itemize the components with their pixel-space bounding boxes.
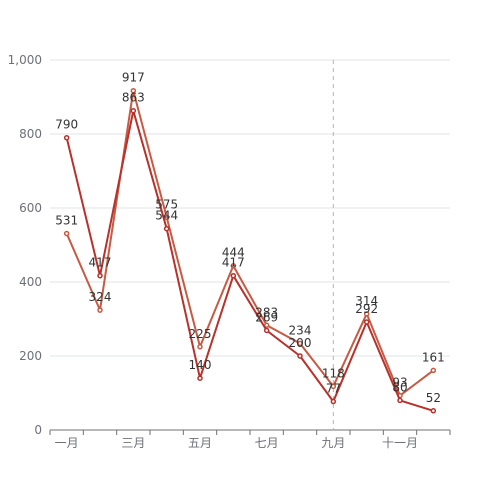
data-label: 200	[289, 336, 312, 350]
data-label: 292	[355, 302, 378, 316]
data-point	[163, 214, 170, 220]
data-point	[363, 311, 370, 317]
data-point	[97, 272, 103, 279]
data-point	[263, 327, 270, 334]
data-point	[330, 398, 337, 405]
data-label: 80	[392, 380, 407, 394]
data-label: 324	[89, 290, 112, 304]
x-tick-label: 十一月	[382, 436, 418, 450]
data-point	[130, 107, 137, 114]
data-label: 417	[222, 256, 245, 270]
series-layer	[63, 87, 437, 414]
data-label: 790	[55, 118, 78, 132]
data-label: 444	[222, 246, 245, 260]
data-label: 917	[122, 71, 145, 85]
data-point	[297, 353, 303, 359]
data-label: 52	[426, 391, 441, 405]
data-point	[63, 230, 70, 237]
data-point	[130, 87, 137, 94]
y-tick-label: 800	[19, 127, 42, 141]
data-label: 863	[122, 91, 145, 105]
data-label: 77	[326, 382, 341, 396]
data-point	[230, 262, 237, 269]
data-label: 269	[255, 310, 278, 324]
data-point	[163, 225, 170, 232]
y-tick-label: 0	[34, 423, 42, 437]
x-tick-label: 三月	[121, 436, 145, 450]
data-point	[297, 340, 303, 347]
series-line	[65, 89, 434, 397]
y-tick-label: 400	[19, 275, 42, 289]
x-tick-label: 一月	[55, 436, 79, 450]
x-tick-label: 九月	[321, 436, 345, 450]
x-tick-label: 七月	[255, 436, 279, 450]
data-label: 140	[189, 358, 212, 372]
data-label: 283	[255, 305, 278, 319]
data-label: 544	[155, 209, 178, 223]
data-point	[197, 344, 203, 350]
series-line	[65, 109, 434, 412]
data-label: 314	[355, 294, 378, 308]
data-point	[63, 134, 70, 141]
data-point	[363, 319, 370, 325]
y-tick-label: 200	[19, 349, 42, 363]
data-label: 531	[55, 214, 78, 228]
y-tick-label: 1,000	[8, 53, 42, 67]
data-label: 417	[89, 256, 112, 270]
data-point	[397, 397, 403, 404]
data-label: 225	[189, 327, 212, 341]
axis-layer: 0 200 400 600 800 1,000 一月 三月 五月 七月 九月 十一月	[8, 53, 451, 450]
data-label-layer: 531 324 917 575 225 444 283 234 118 314 93 161 790 41…	[55, 71, 445, 405]
data-point	[97, 307, 103, 313]
data-point	[197, 375, 203, 381]
data-label: 93	[392, 376, 407, 390]
data-point	[430, 408, 437, 414]
data-point	[430, 367, 437, 374]
data-point	[330, 383, 337, 390]
x-tick-label: 五月	[188, 436, 212, 450]
grid-layer	[50, 59, 450, 357]
data-label: 161	[422, 350, 445, 364]
data-label: 118	[322, 366, 345, 380]
data-point	[230, 272, 237, 279]
data-label: 234	[289, 323, 312, 337]
data-label: 575	[155, 197, 178, 211]
y-tick-label: 600	[19, 201, 42, 215]
